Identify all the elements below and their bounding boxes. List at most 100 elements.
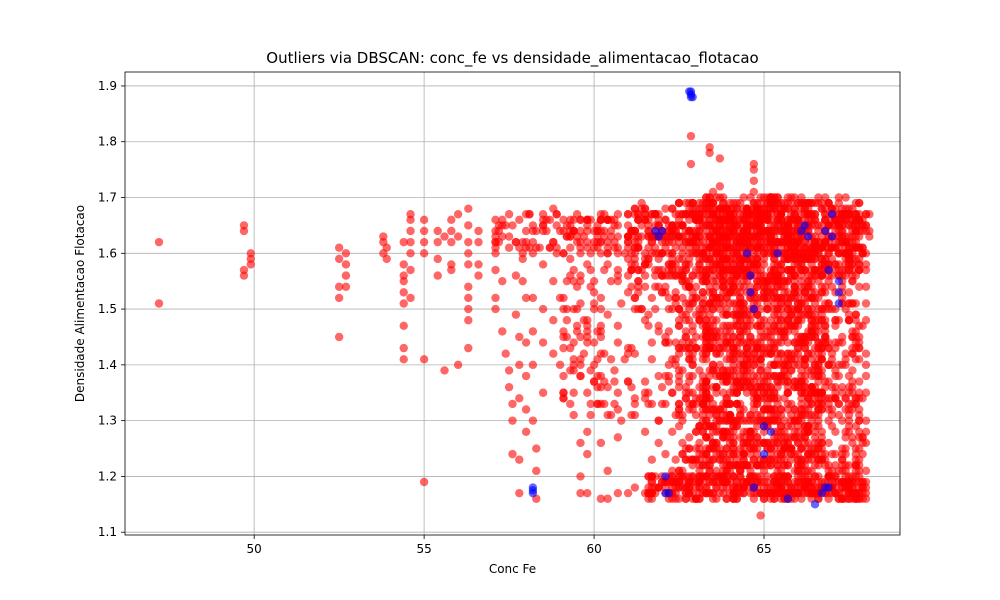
cluster-point <box>440 232 449 241</box>
cluster-point <box>545 215 555 225</box>
cluster-point <box>538 388 548 397</box>
cluster-point <box>613 232 623 241</box>
cluster-point <box>702 433 711 442</box>
cluster-point <box>715 416 725 425</box>
cluster-point <box>763 332 772 342</box>
y-tick-label: 1.4 <box>98 358 117 372</box>
cluster-point <box>770 343 779 353</box>
cluster-point <box>800 455 810 464</box>
cluster-point <box>686 159 696 169</box>
cluster-point <box>851 461 861 470</box>
cluster-point <box>824 416 833 425</box>
cluster-point <box>406 293 415 303</box>
cluster-point <box>844 299 854 308</box>
cluster-point <box>596 304 606 314</box>
cluster-point <box>817 433 827 442</box>
cluster-point <box>749 355 759 364</box>
cluster-point <box>817 399 827 409</box>
cluster-point <box>770 416 779 425</box>
cluster-point <box>729 488 738 498</box>
cluster-point <box>708 237 718 247</box>
cluster-point <box>681 276 691 286</box>
cluster-point <box>780 394 789 403</box>
cluster-point <box>630 483 640 492</box>
cluster-point <box>790 488 799 498</box>
cluster-point <box>783 349 793 358</box>
cluster-point <box>695 422 704 431</box>
cluster-point <box>538 260 548 269</box>
cluster-point <box>756 488 765 498</box>
cluster-point <box>674 399 684 409</box>
y-tick-label: 1.9 <box>98 79 117 93</box>
cluster-point <box>702 422 711 431</box>
cluster-point <box>447 226 456 236</box>
cluster-point <box>508 416 517 425</box>
cluster-point <box>759 260 769 269</box>
cluster-point <box>586 399 595 409</box>
cluster-point <box>790 265 799 275</box>
cluster-point <box>623 243 633 252</box>
cluster-point <box>525 210 534 219</box>
outlier-point <box>746 271 755 280</box>
cluster-point <box>453 232 463 241</box>
cluster-point <box>154 299 164 308</box>
cluster-point <box>630 304 640 314</box>
cluster-point <box>756 327 765 336</box>
cluster-point <box>576 472 585 481</box>
cluster-point <box>729 271 738 280</box>
cluster-point <box>824 494 833 503</box>
cluster-point <box>613 338 623 347</box>
cluster-point <box>504 382 514 392</box>
cluster-point <box>712 316 721 325</box>
cluster-point <box>341 282 351 291</box>
cluster-point <box>576 226 585 236</box>
cluster-point <box>661 371 670 381</box>
cluster-point <box>729 332 738 342</box>
cluster-point <box>491 237 500 247</box>
cluster-point <box>804 477 813 487</box>
cluster-point <box>851 254 861 264</box>
cluster-point <box>844 371 854 381</box>
cluster-point <box>855 282 864 291</box>
cluster-point <box>440 366 449 375</box>
outlier-point <box>834 299 844 308</box>
cluster-point <box>783 461 793 470</box>
cluster-point <box>688 349 697 358</box>
cluster-point <box>688 488 697 498</box>
cluster-point <box>606 355 616 364</box>
cluster-point <box>776 427 786 437</box>
cluster-point <box>861 466 871 476</box>
cluster-point <box>844 316 854 325</box>
cluster-point <box>797 332 806 342</box>
cluster-point <box>780 360 789 370</box>
cluster-point <box>725 349 735 358</box>
cluster-point <box>790 349 799 358</box>
data-points <box>154 87 874 520</box>
cluster-point <box>501 349 510 358</box>
cluster-point <box>664 293 674 303</box>
cluster-point <box>831 316 840 325</box>
cluster-point <box>715 226 725 236</box>
cluster-point <box>861 371 871 381</box>
cluster-point <box>637 232 646 241</box>
cluster-point <box>640 260 650 269</box>
cluster-point <box>447 265 456 275</box>
cluster-point <box>705 299 714 308</box>
cluster-point <box>776 483 786 492</box>
cluster-point <box>810 198 820 208</box>
cluster-point <box>674 377 684 386</box>
cluster-point <box>504 210 514 219</box>
cluster-point <box>569 388 578 397</box>
cluster-point <box>566 343 575 353</box>
cluster-point <box>688 299 697 308</box>
cluster-point <box>834 488 844 498</box>
cluster-point <box>861 427 871 437</box>
cluster-point <box>773 461 782 470</box>
y-tick-label: 1.7 <box>98 191 117 205</box>
cluster-point <box>695 316 704 325</box>
cluster-point <box>787 449 796 459</box>
x-axis-label: Conc Fe <box>489 562 536 576</box>
cluster-point <box>736 299 745 308</box>
cluster-point <box>729 226 738 236</box>
cluster-point <box>746 221 755 230</box>
